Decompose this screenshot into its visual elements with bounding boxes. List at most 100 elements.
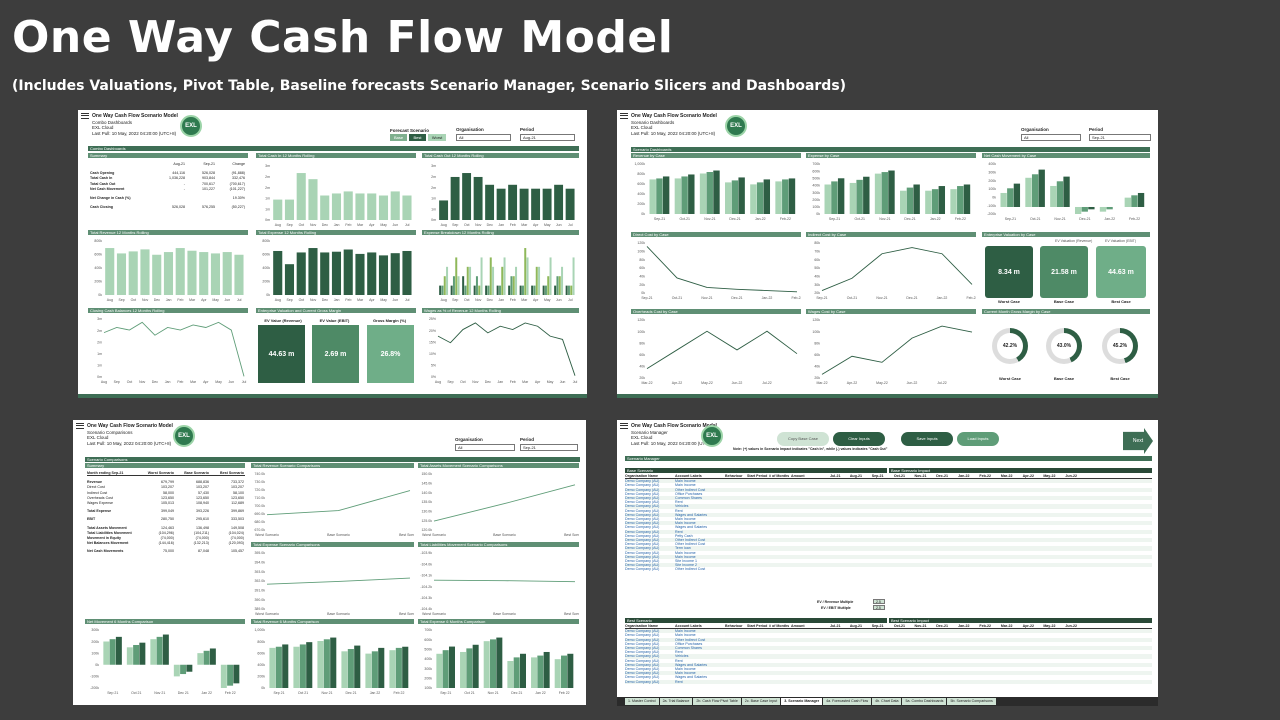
scenario-row[interactable]: Demo Company (AU) Term loan	[625, 546, 1152, 551]
org-cell[interactable]: Demo Company (AU)	[625, 487, 660, 492]
org-cell[interactable]: Demo Company (AU)	[625, 658, 660, 663]
organisation-select[interactable]: All	[456, 134, 511, 141]
scenario-row[interactable]: Demo Company (AU) Rent	[625, 658, 1152, 663]
account-cell[interactable]: Main Income	[675, 521, 696, 526]
scenario-row[interactable]: Demo Company (AU) Office Purchases	[625, 641, 1152, 647]
account-cell[interactable]: Rent	[675, 650, 683, 655]
account-cell[interactable]: Main Income	[675, 479, 696, 484]
scenario-row[interactable]: Demo Company (AU) Main Income	[625, 671, 1152, 676]
org-cell[interactable]: Demo Company (AU)	[625, 554, 660, 559]
account-cell[interactable]: Vehicles	[675, 504, 689, 509]
ev-ebit-input[interactable]: 2.5	[873, 605, 885, 610]
sheet-tab[interactable]: 4a. Forecasted Cash Flow	[823, 698, 872, 705]
account-cell[interactable]: Rent	[675, 508, 683, 513]
org-cell[interactable]: Demo Company (AU)	[625, 525, 660, 530]
account-cell[interactable]: Main Income	[675, 554, 696, 559]
account-cell[interactable]: Wages and Salaries	[675, 525, 708, 530]
org-cell[interactable]: Demo Company (AU)	[625, 679, 660, 684]
org-cell[interactable]: Demo Company (AU)	[625, 546, 660, 551]
scenario-row[interactable]: Demo Company (AU) Wages and Salaries	[625, 512, 1152, 518]
account-cell[interactable]: Main Income	[675, 629, 696, 634]
period-select[interactable]: Sep-21	[1089, 134, 1151, 141]
account-cell[interactable]: Other Indirect Cost	[675, 542, 706, 547]
scenario-row[interactable]: Demo Company (AU) Rent	[625, 679, 1152, 684]
org-cell[interactable]: Demo Company (AU)	[625, 646, 660, 651]
scenario-row[interactable]: Demo Company (AU) Office Purchases	[625, 491, 1152, 497]
account-cell[interactable]: Wages and Salaries	[675, 675, 708, 680]
account-cell[interactable]: Main Income	[675, 667, 696, 672]
scenario-row[interactable]: Demo Company (AU) Rent	[625, 500, 1152, 505]
org-cell[interactable]: Demo Company (AU)	[625, 629, 660, 634]
org-cell[interactable]: Demo Company (AU)	[625, 517, 660, 522]
account-cell[interactable]: Petty Cash	[675, 533, 693, 538]
sheet-tab[interactable]: 2a. Trial Balance	[659, 698, 693, 705]
account-cell[interactable]: Site Income 1	[675, 559, 697, 564]
org-cell[interactable]: Demo Company (AU)	[625, 550, 660, 555]
scenario-base-button[interactable]: Base	[390, 134, 407, 141]
org-cell[interactable]: Demo Company (AU)	[625, 504, 660, 509]
scenario-row[interactable]: Demo Company (AU) Vehicles	[625, 654, 1152, 659]
org-cell[interactable]: Demo Company (AU)	[625, 500, 660, 505]
scenario-row[interactable]: Demo Company (AU) Vehicles	[625, 504, 1152, 509]
account-cell[interactable]: Main Income	[675, 483, 696, 488]
ev-revenue-input[interactable]: 2.5	[873, 599, 885, 604]
sheet-tab[interactable]: 4b. Chart Data	[872, 698, 902, 705]
account-cell[interactable]: Main Income	[675, 633, 696, 638]
scenario-row[interactable]: Demo Company (AU) Main Income	[625, 479, 1152, 484]
account-cell[interactable]: Other Indirect Cost	[675, 538, 706, 543]
scenario-row[interactable]: Demo Company (AU) Rent	[625, 650, 1152, 655]
account-cell[interactable]: Rent	[675, 679, 683, 684]
account-cell[interactable]: Other Indirect Cost	[675, 637, 706, 642]
org-cell[interactable]: Demo Company (AU)	[625, 542, 660, 547]
organisation-select[interactable]: All	[1021, 134, 1081, 141]
org-cell[interactable]: Demo Company (AU)	[625, 508, 660, 513]
account-cell[interactable]: Main Income	[675, 517, 696, 522]
sheet-tab[interactable]: 1. Master Control	[625, 698, 659, 705]
scenario-row[interactable]: Demo Company (AU) Other Indirect Cost	[625, 637, 1152, 642]
scenario-row[interactable]: Demo Company (AU) Main Income	[625, 554, 1152, 560]
menu-icon[interactable]	[81, 113, 89, 119]
account-cell[interactable]: Rent	[675, 658, 683, 663]
scenario-row[interactable]: Demo Company (AU) Main Income	[625, 521, 1152, 526]
sheet-tab[interactable]: 5b. Scenario Comparisons	[947, 698, 996, 705]
load-inputs-button[interactable]: Load Inputs	[957, 432, 999, 446]
menu-icon[interactable]	[76, 423, 84, 429]
org-cell[interactable]: Demo Company (AU)	[625, 521, 660, 526]
scenario-row[interactable]: Demo Company (AU) Other Indirect Cost	[625, 567, 1152, 572]
org-cell[interactable]: Demo Company (AU)	[625, 650, 660, 655]
org-cell[interactable]: Demo Company (AU)	[625, 567, 660, 572]
account-cell[interactable]: Common Shares	[675, 646, 702, 651]
sheet-tab[interactable]: 5a. Combo Dashboards	[902, 698, 947, 705]
ev-radio-ebit[interactable]: EV Valuation (EBIT)	[1105, 239, 1137, 243]
account-cell[interactable]: Rent	[675, 529, 683, 534]
scenario-row[interactable]: Demo Company (AU) Main Income	[625, 667, 1152, 672]
clear-inputs-button[interactable]: Clear Inputs	[833, 432, 885, 446]
org-cell[interactable]: Demo Company (AU)	[625, 496, 660, 501]
scenario-worst-button[interactable]: Worst	[428, 134, 446, 141]
org-cell[interactable]: Demo Company (AU)	[625, 479, 660, 484]
org-cell[interactable]: Demo Company (AU)	[625, 491, 660, 496]
account-cell[interactable]: Other Indirect Cost	[675, 487, 706, 492]
scenario-row[interactable]: Demo Company (AU) Wages and Salaries	[625, 675, 1152, 680]
scenario-row[interactable]: Demo Company (AU) Petty Cash	[625, 533, 1152, 539]
scenario-row[interactable]: Demo Company (AU) Rent	[625, 508, 1152, 513]
org-cell[interactable]: Demo Company (AU)	[625, 538, 660, 543]
org-cell[interactable]: Demo Company (AU)	[625, 633, 660, 638]
org-cell[interactable]: Demo Company (AU)	[625, 641, 660, 646]
org-cell[interactable]: Demo Company (AU)	[625, 483, 660, 488]
copy-base-case-button[interactable]: Copy Base Case	[777, 432, 829, 446]
account-cell[interactable]: Wages and Salaries	[675, 662, 708, 667]
scenario-row[interactable]: Demo Company (AU) Main Income	[625, 550, 1152, 555]
account-cell[interactable]: Site Income 2	[675, 563, 697, 568]
account-cell[interactable]: Vehicles	[675, 654, 689, 659]
account-cell[interactable]: Rent	[675, 500, 683, 505]
account-cell[interactable]: Other Indirect Cost	[675, 567, 706, 572]
scenario-row[interactable]: Demo Company (AU) Main Income	[625, 483, 1152, 488]
org-cell[interactable]: Demo Company (AU)	[625, 675, 660, 680]
account-cell[interactable]: Common Shares	[675, 496, 702, 501]
menu-icon[interactable]	[620, 423, 628, 429]
account-cell[interactable]: Office Purchases	[675, 641, 703, 646]
period-select[interactable]: Sep-21	[520, 444, 578, 451]
org-cell[interactable]: Demo Company (AU)	[625, 529, 660, 534]
scenario-row[interactable]: Demo Company (AU) Site Income 1	[625, 559, 1152, 564]
